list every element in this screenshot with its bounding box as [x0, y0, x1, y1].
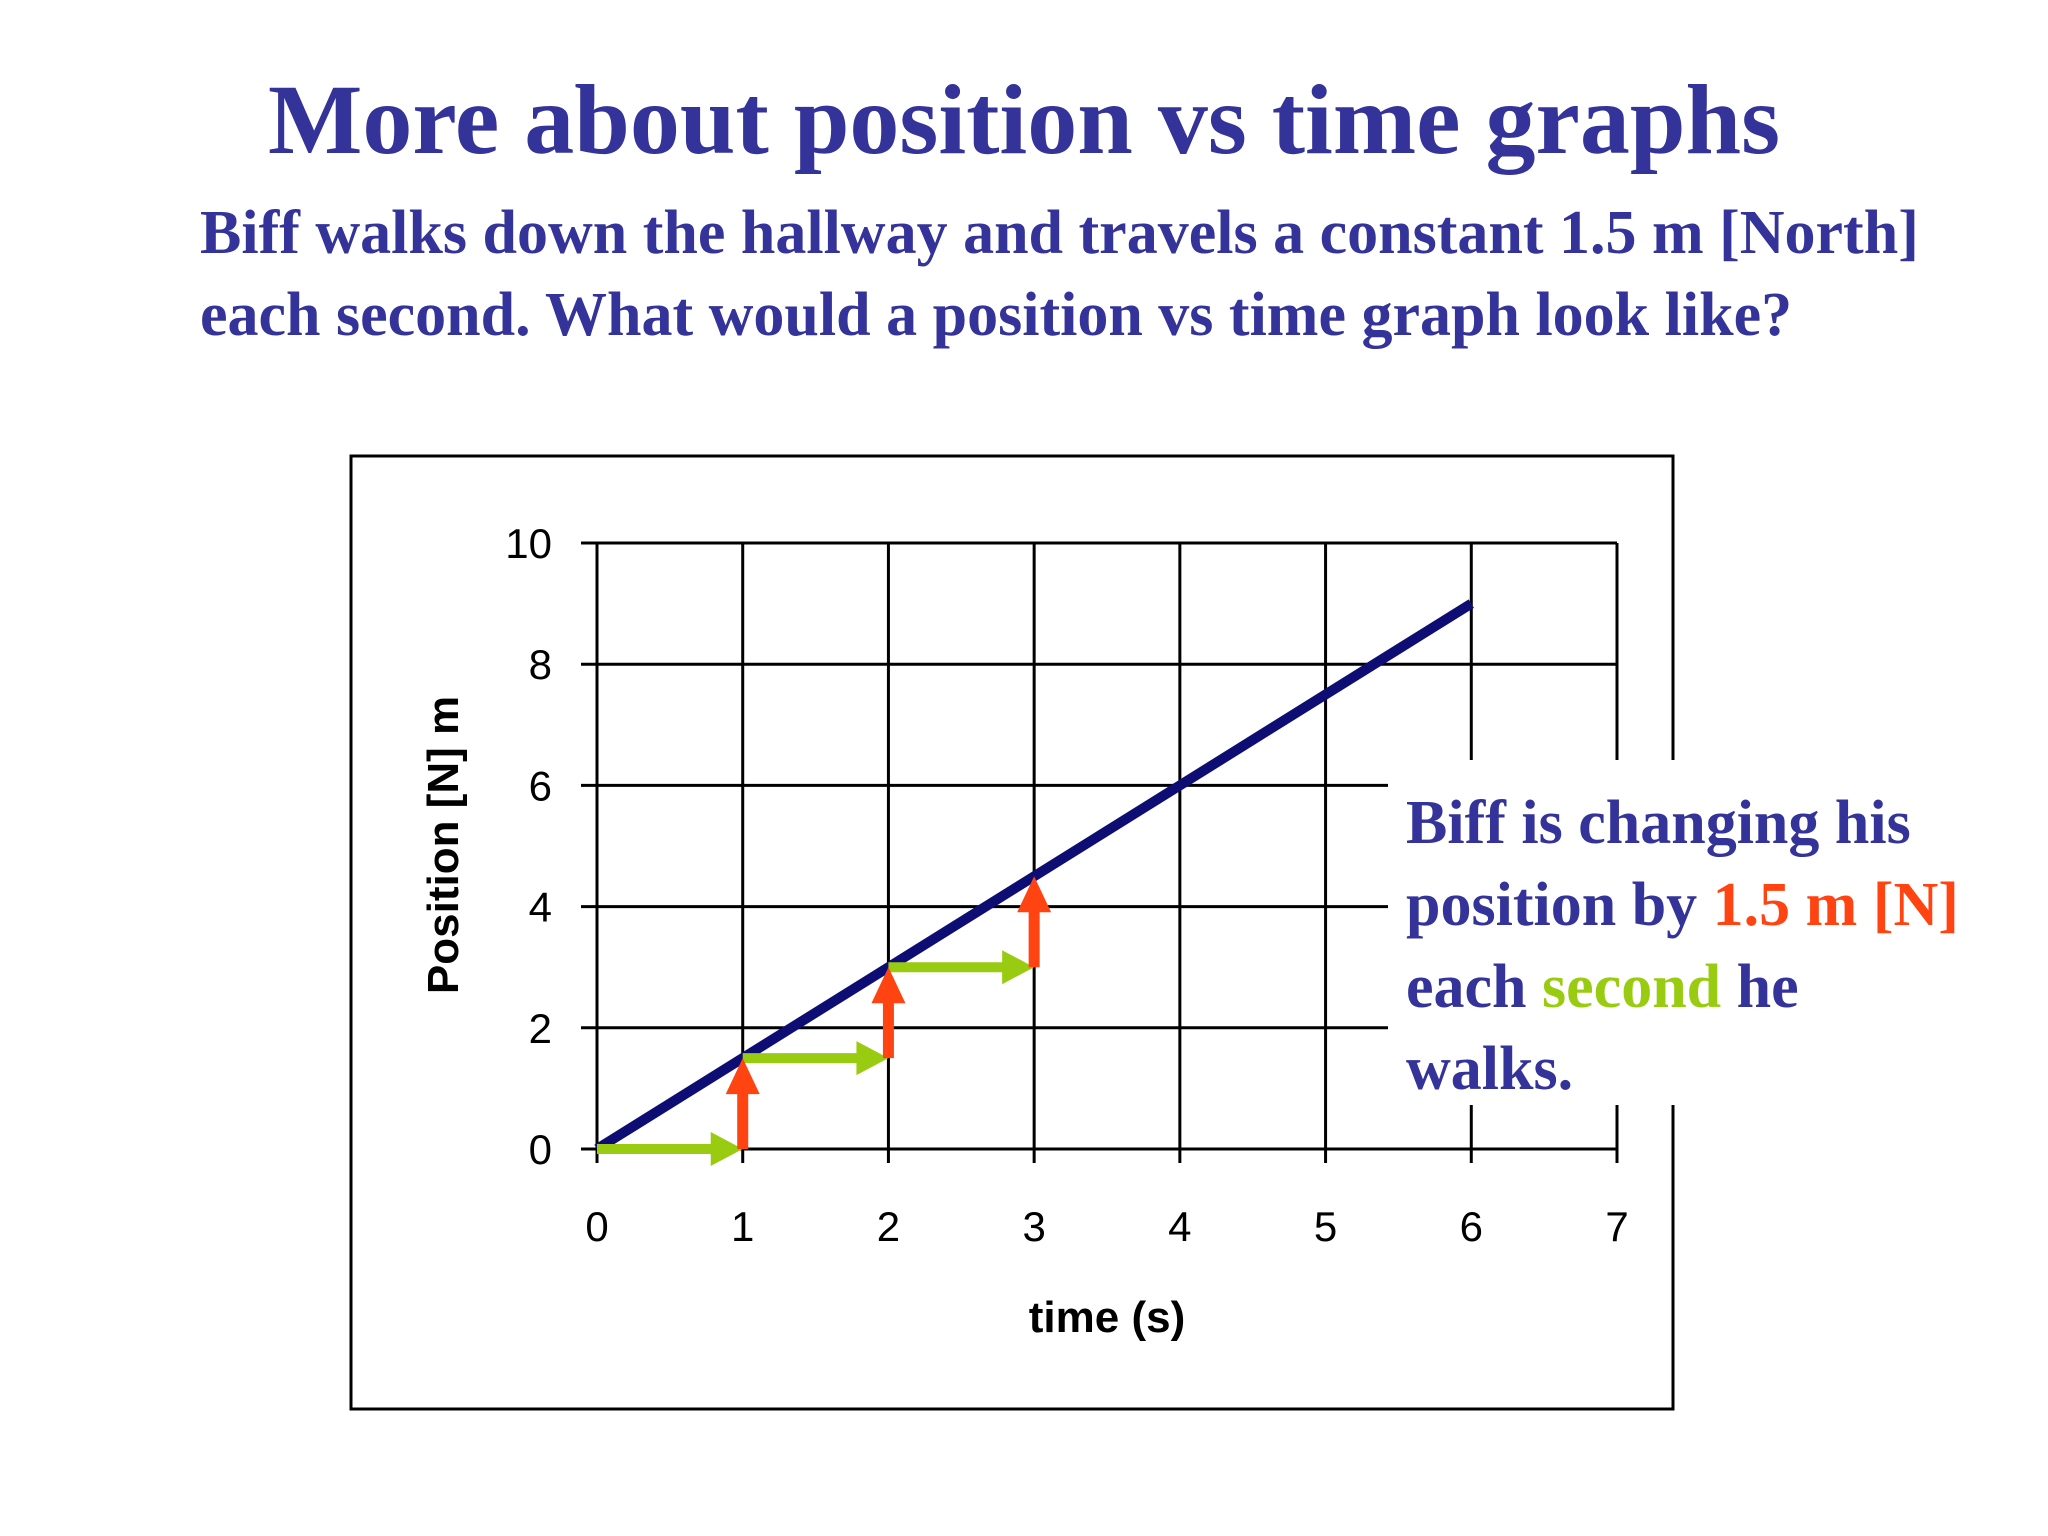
callout-text-part1: Biff is changing his position by: [1406, 789, 1911, 939]
slide-title: More about position vs time graphs: [267, 64, 1781, 175]
x-tick-label: 1: [731, 1203, 754, 1250]
time-arrow-head: [710, 1132, 743, 1166]
callout-text-part3: each: [1406, 953, 1543, 1021]
question-text: Biff walks down the hallway and travels …: [200, 199, 1919, 349]
callout-highlight-second: second: [1542, 953, 1722, 1021]
y-tick-label: 8: [529, 641, 552, 688]
callout-box: Biff is changing his position by 1.5 m […: [1388, 760, 1964, 1105]
x-tick-label: 5: [1314, 1203, 1337, 1250]
callout-highlight-displacement: 1.5 m [N]: [1712, 871, 1959, 939]
position-arrow-head: [725, 1058, 760, 1095]
x-tick-label: 7: [1605, 1203, 1628, 1250]
y-tick-label: 4: [529, 884, 552, 931]
y-tick-label: 0: [529, 1126, 552, 1173]
x-tick-label: 2: [877, 1203, 900, 1250]
position-arrow-head: [1017, 876, 1052, 913]
y-tick-label: 2: [529, 1005, 552, 1052]
position-arrow-head: [871, 967, 906, 1004]
time-arrow-head: [1002, 950, 1035, 985]
time-arrow-head: [856, 1041, 889, 1076]
x-axis-title: time (s): [1029, 1293, 1185, 1342]
y-axis-title: Position [N] m: [419, 696, 468, 994]
x-tick-label: 3: [1022, 1203, 1045, 1250]
callout-text-part5: he walks.: [1406, 953, 1799, 1103]
x-tick-label: 4: [1168, 1203, 1191, 1250]
x-tick-label: 0: [585, 1203, 608, 1250]
y-tick-label: 10: [505, 520, 552, 567]
x-tick-label: 6: [1460, 1203, 1483, 1250]
y-tick-label: 6: [529, 762, 552, 809]
